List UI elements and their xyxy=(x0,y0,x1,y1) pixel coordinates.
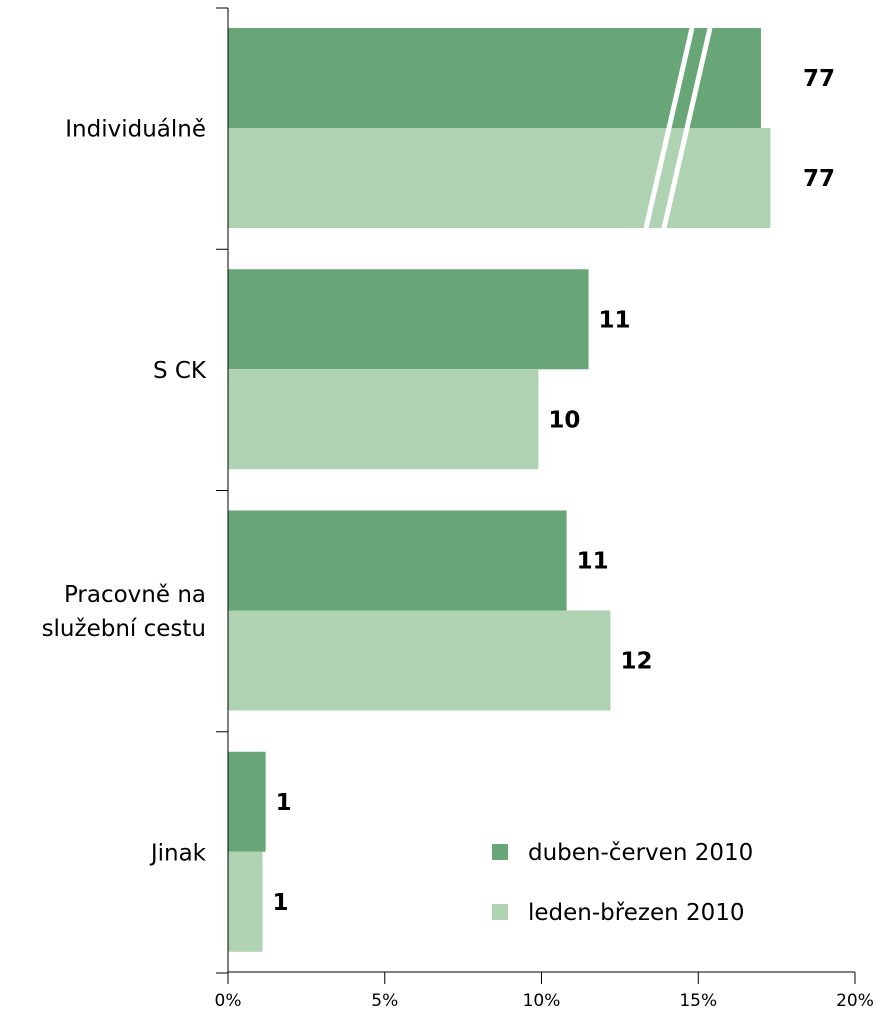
x-tick-label-2: 5% xyxy=(371,991,398,1011)
category-label-3-line-2: služební cestu xyxy=(42,616,206,642)
legend-label-1: duben-červen 2010 xyxy=(528,840,753,866)
category-label-1: Individuálně xyxy=(65,117,206,143)
x-tick-label-4: 15% xyxy=(679,991,717,1011)
value-label-1-2: 11 xyxy=(599,307,631,333)
category-label-3-line-1: Pracovně na xyxy=(64,582,206,608)
axis-break-mark-1 xyxy=(643,27,695,229)
value-label-1-3: 11 xyxy=(577,549,609,575)
axis-break-mark-2 xyxy=(661,27,713,229)
bar-2-3 xyxy=(228,610,611,711)
legend-swatch-2 xyxy=(492,904,508,920)
bar-2-1 xyxy=(228,128,771,228)
value-label-2-4: 1 xyxy=(272,890,288,916)
x-tick-label-1: 0% xyxy=(215,991,242,1011)
bar-1-2 xyxy=(228,269,589,370)
x-tick-label-3: 10% xyxy=(523,991,561,1011)
bar-1-4 xyxy=(228,751,266,852)
bar-2-2 xyxy=(228,369,539,470)
value-label-1-4: 1 xyxy=(276,790,292,816)
value-label-2-3: 12 xyxy=(620,649,652,675)
bar-2-4 xyxy=(228,851,263,952)
value-label-2-2: 10 xyxy=(548,407,580,433)
category-label-2: S CK xyxy=(153,358,207,384)
legend-label-2: leden-březen 2010 xyxy=(528,900,745,926)
value-label-1-1: 77 xyxy=(803,66,835,92)
x-tick-label-5: 20% xyxy=(836,991,874,1011)
bar-1-3 xyxy=(228,510,567,611)
value-label-2-1: 77 xyxy=(803,166,835,192)
legend-swatch-1 xyxy=(492,844,508,860)
category-label-4: Jinak xyxy=(149,840,207,866)
